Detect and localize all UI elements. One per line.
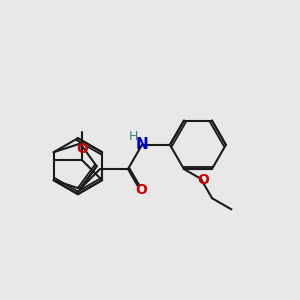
Text: O: O [76,142,88,156]
Text: O: O [197,173,209,187]
Text: O: O [135,183,147,197]
Text: N: N [136,137,148,152]
Text: H: H [129,130,138,143]
